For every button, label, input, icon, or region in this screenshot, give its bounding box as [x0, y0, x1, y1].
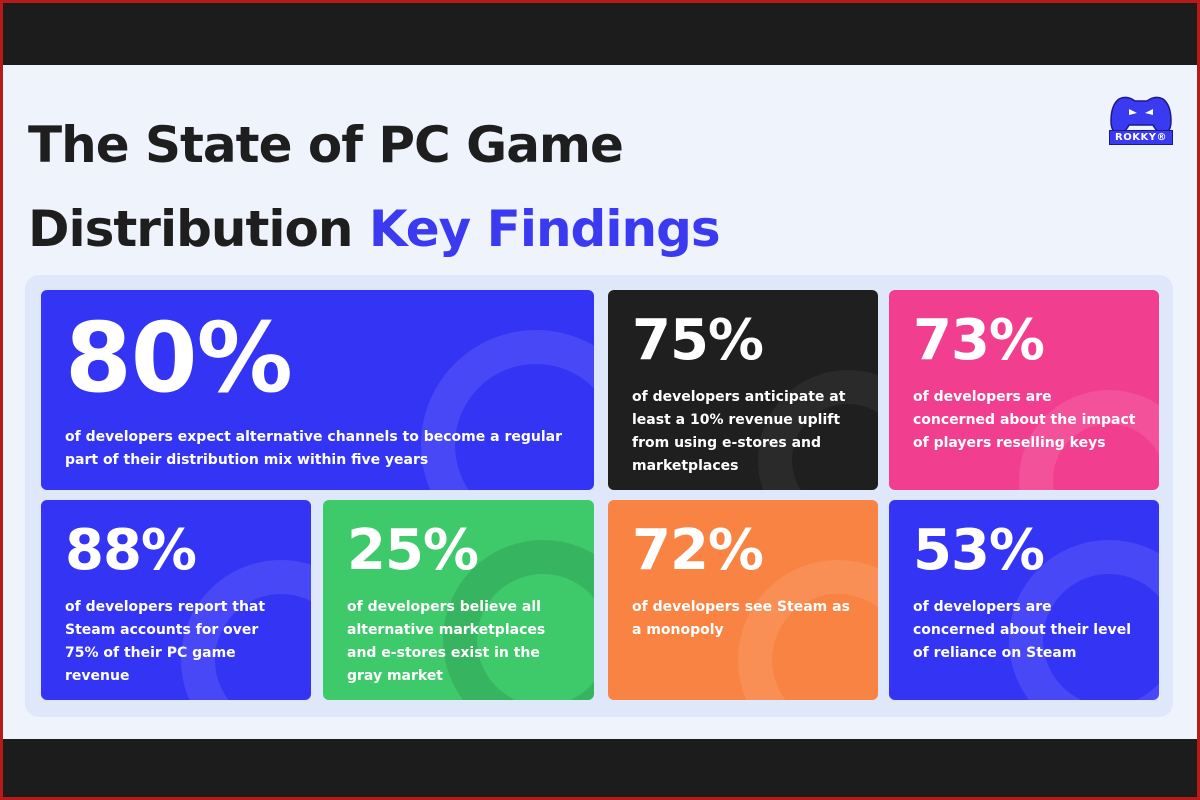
finding-description: of developers believe all alternative ma… [347, 599, 546, 684]
page-title: The State of PC Game Distribution Key Fi… [28, 103, 721, 271]
finding-stat: 72% [632, 518, 764, 583]
finding-card-25: 25% of developers believe all alternativ… [323, 500, 594, 700]
finding-stat: 88% [65, 518, 197, 583]
finding-description: of developers expect alternative channel… [65, 429, 562, 468]
finding-card-88: 88% of developers report that Steam acco… [41, 500, 311, 700]
finding-description: of developers are concerned about their … [913, 599, 1132, 661]
finding-description: of developers are concerned about the im… [913, 389, 1136, 451]
finding-card-80: 80% of developers expect alternative cha… [41, 290, 594, 490]
title-line-2-plain: Distribution [28, 200, 369, 258]
finding-description: of developers anticipate at least a 10% … [632, 389, 846, 474]
finding-card-73: 73% of developers are concerned about th… [889, 290, 1159, 490]
finding-card-72: 72% of developers see Steam as a monopol… [608, 500, 878, 700]
finding-stat: 53% [913, 518, 1045, 583]
finding-card-75: 75% of developers anticipate at least a … [608, 290, 878, 490]
finding-stat: 73% [913, 308, 1045, 373]
title-line-2-accent: Key Findings [368, 200, 721, 258]
finding-description: of developers see Steam as a monopoly [632, 599, 850, 638]
infographic-panel: The State of PC Game Distribution Key Fi… [3, 65, 1197, 739]
finding-stat: 75% [632, 308, 764, 373]
title-line-2: Distribution Key Findings [28, 187, 721, 271]
finding-stat: 25% [347, 518, 479, 583]
finding-stat: 80% [65, 302, 293, 414]
finding-card-53: 53% of developers are concerned about th… [889, 500, 1159, 700]
infographic-frame: The State of PC Game Distribution Key Fi… [3, 3, 1197, 797]
logo-wordmark: ROKKY® [1109, 130, 1173, 145]
finding-description: of developers report that Steam accounts… [65, 599, 266, 684]
title-line-1: The State of PC Game [28, 116, 624, 174]
